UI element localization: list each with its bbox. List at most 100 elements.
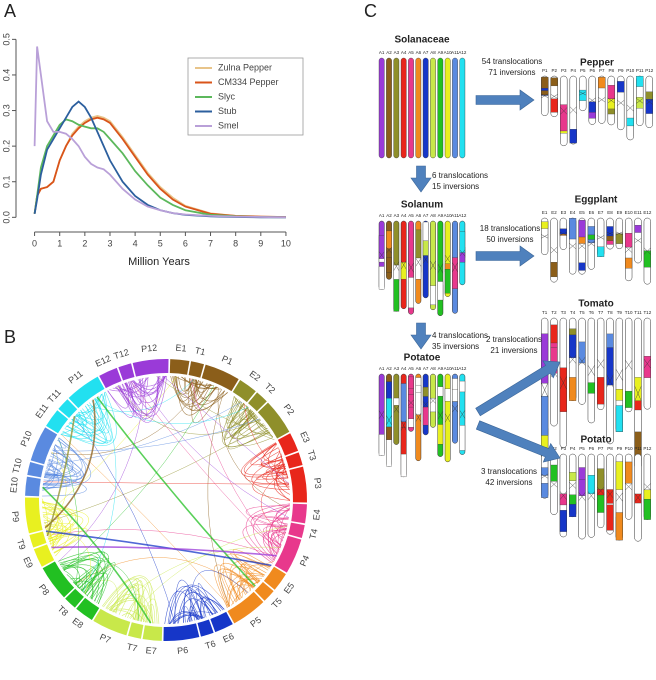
x-tick-label: 0 [32,238,37,248]
arrow [475,245,535,267]
centromere [617,100,625,106]
chromosome-band [550,77,558,87]
chromosome-band [541,76,549,89]
chromosome [636,75,644,126]
chromosome-bar [459,57,466,159]
chromosome-band [378,434,385,456]
chromosome-band [393,264,400,282]
synteny-link [60,559,140,622]
chromosome-segment [163,623,200,641]
chromosome-label: E11 [634,210,642,215]
centromere [560,107,568,115]
chromosome-band [437,281,444,301]
chromosome-segment [68,376,105,409]
synteny-link [172,589,214,624]
chromosome-label: T5 [579,310,585,315]
legend-label: Slyc [218,91,236,101]
chromosome [452,220,458,314]
synteny-link [243,403,289,479]
chromosome-band [606,240,614,245]
centromere [643,358,651,369]
chromosome [452,57,458,159]
chromosome-band [617,81,625,93]
chromosome-segment [227,591,264,624]
chromosome-label: P5 [580,68,586,73]
karyotype-name: Solanum [401,200,443,211]
chromosome [541,453,549,499]
synteny-link [119,376,159,423]
centromere [452,405,458,413]
chromosome-band [615,233,623,244]
synteny-link [173,376,199,402]
synteny-link [124,375,164,397]
synteny-link [276,531,286,539]
synteny-link [44,399,96,529]
synteny-link [44,459,76,477]
arrow [475,360,561,417]
chromosome-band [598,77,606,89]
transition-label: 35 inversions [432,342,479,351]
synteny-link [48,538,60,545]
chromosome-segment [289,466,307,503]
chromosome [415,373,422,462]
synteny-link [177,592,219,624]
chromosome [626,75,634,141]
centromere [645,99,653,105]
chromosome [415,220,422,304]
synteny-link [277,507,291,553]
centromere [437,411,444,420]
chromosome-label: E1 [542,210,548,215]
chromosome [559,217,567,250]
chromosome [393,220,400,312]
chromosome-band [597,492,605,513]
chromosome-bar [437,57,444,159]
synteny-link [276,517,289,530]
chromosome-label: A3 [394,366,400,371]
centromere [606,231,614,236]
chromosome-band [615,405,623,432]
chromosome-label: A4 [401,366,407,371]
chromosome-band [579,89,587,101]
chromosome-band [408,418,414,428]
chromosome-label: A6 [416,50,422,55]
chromosome-segment [58,399,78,418]
chromosome [606,217,614,250]
segment-label: E4 [311,509,322,521]
chromosome-label: P2 [551,68,557,73]
chromosome-label: P7 [599,68,605,73]
chromosome [606,453,614,535]
chromosome-segment [291,503,307,524]
chromosome-bar [422,57,429,159]
chromosome-segment [188,361,205,378]
karyotype-name: Potatoe [404,353,441,364]
chromosome-segment [210,611,233,633]
synteny-link [244,447,289,484]
centromere [386,247,392,254]
chromosome [578,217,586,275]
chromosome-band [386,398,392,428]
synteny-link [82,393,117,593]
chromosome-band [541,333,549,384]
transition-label: 21 inversions [490,346,537,355]
chromosome-label: T9 [617,310,623,315]
synteny-link [78,572,108,604]
chromosome-label: E5 [579,210,585,215]
chromosome-band [408,376,414,389]
centromere [422,401,429,408]
segment-label: E3 [298,430,312,444]
transition-label: 50 inversions [486,235,533,244]
chromosome-band [541,90,549,96]
synteny-link [47,401,243,465]
chromosome-band [569,377,577,401]
centromere [569,482,577,489]
centromere [444,254,451,263]
chromosome [615,217,623,250]
chromosome-bar [415,57,422,159]
chromosome [569,453,577,518]
chromosome-segment [25,476,41,497]
chromosome-label: P7 [598,446,604,451]
synteny-link [103,575,158,624]
synteny-link [94,398,249,424]
chromosome [408,373,414,432]
chromosome [400,373,407,478]
